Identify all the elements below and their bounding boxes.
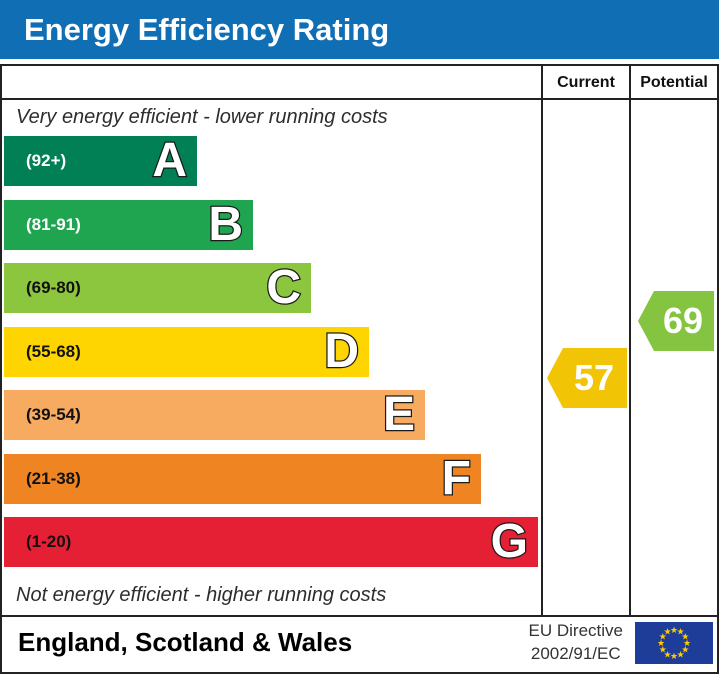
svg-text:★: ★ — [659, 631, 667, 641]
svg-text:★: ★ — [681, 644, 689, 654]
current-rating-arrow: 57 — [547, 348, 627, 408]
table-footer-row: England, Scotland & Wales EU Directive 2… — [2, 615, 717, 668]
band-letter: F — [440, 452, 472, 505]
band-letter: C — [265, 261, 302, 314]
svg-text:★: ★ — [663, 649, 671, 659]
potential-column-header: Potential — [629, 66, 717, 100]
svg-text:★: ★ — [681, 631, 689, 641]
band-bar-e: (39-54) E — [4, 388, 425, 441]
potential-rating-arrow: 69 — [638, 291, 714, 351]
svg-text:★: ★ — [659, 644, 667, 654]
band-range-label: (21-38) — [26, 469, 81, 488]
band-letter: D — [323, 325, 360, 378]
band-range-label: (55-68) — [26, 342, 81, 361]
potential-rating-value: 69 — [662, 300, 704, 341]
bottom-caption: Not energy efficient - higher running co… — [16, 584, 387, 606]
svg-text:★: ★ — [676, 626, 684, 636]
band-range-label: (92+) — [26, 151, 67, 170]
svg-text:★: ★ — [663, 626, 671, 636]
band-bar-c: (69-80) C — [4, 261, 311, 314]
band-range-label: (81-91) — [26, 215, 81, 234]
page-title: Energy Efficiency Rating — [0, 0, 719, 59]
svg-text:★: ★ — [676, 649, 684, 659]
potential-column: 69 — [629, 100, 717, 615]
rating-chart-body: Very energy efficient - lower running co… — [2, 100, 717, 615]
eu-directive-line1: EU Directive — [528, 621, 623, 641]
eu-directive-label: EU Directive 2002/91/EC — [529, 620, 623, 664]
band-range-label: (39-54) — [26, 405, 81, 424]
band-letter: A — [151, 134, 188, 187]
band-bar-b: (81-91) B — [4, 198, 253, 251]
svg-text:★: ★ — [670, 651, 678, 661]
current-column: 57 — [541, 100, 629, 615]
rating-table: Current Potential Very energy efficient … — [0, 64, 719, 674]
band-range-label: (69-80) — [26, 278, 81, 297]
band-bar-f: (21-38) F — [4, 452, 481, 505]
current-rating-value: 57 — [573, 357, 615, 398]
svg-text:★: ★ — [683, 638, 691, 648]
band-range-label: (1-20) — [26, 532, 72, 551]
band-list: Very energy efficient - lower running co… — [2, 100, 541, 615]
band-bar-d: (55-68) D — [4, 325, 369, 378]
band-letter: G — [489, 515, 529, 568]
band-bar-g: (1-20) G — [4, 515, 538, 568]
band-letter: E — [382, 388, 417, 441]
band-bar-a: (92+) A — [4, 134, 197, 187]
current-column-header: Current — [541, 66, 629, 100]
eu-directive-line2: 2002/91/EC — [530, 643, 621, 663]
eu-flag-icon: ★★ ★★ ★★ ★★ ★★ ★★ — [635, 621, 713, 664]
svg-text:★: ★ — [657, 638, 665, 648]
top-caption: Very energy efficient - lower running co… — [16, 106, 388, 128]
band-letter: B — [207, 198, 244, 251]
svg-text:★: ★ — [670, 625, 678, 635]
table-header-row: Current Potential — [2, 66, 717, 100]
region-title: England, Scotland & Wales — [18, 627, 353, 657]
